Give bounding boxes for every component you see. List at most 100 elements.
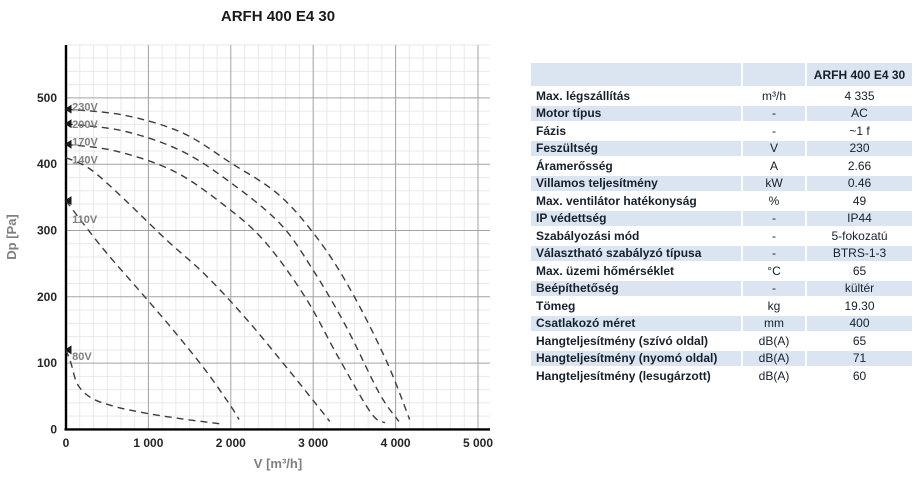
curve-start-marker-110V [64,196,72,206]
spec-row: Hangteljesítmény (szívó oldal) dB(A) 65 [529,331,914,351]
spec-value: 65 [805,331,914,351]
spec-label: Beépíthetőség [529,278,743,298]
spec-row: Fázis - ~1 f [529,121,914,141]
spec-label: Fázis [529,121,743,141]
spec-label: Szabályozási mód [529,226,743,246]
spec-row: IP védettség - IP44 [529,208,914,228]
grid [66,44,490,430]
spec-unit: A [741,156,807,176]
spec-unit: °C [741,261,807,281]
y-axis-title: Dp [Pa] [4,214,19,260]
curve-label-140V: 140V [72,155,98,167]
spec-label: Villamos teljesítmény [529,173,743,193]
curve-label-230V: 230V [72,102,98,114]
spec-row: Villamos teljesítmény kW 0.46 [529,173,914,193]
spec-unit: dB(A) [741,348,807,368]
spec-row: Motor típus - AC [529,103,914,123]
curve-start-marker-230V [64,104,72,114]
spec-label: Hangteljesítmény (nyomó oldal) [529,348,743,368]
spec-label: Választható szabályzó típusa [529,243,743,263]
curve-200V [65,123,400,422]
spec-label: Max. ventilátor hatékonyság [529,191,743,211]
spec-value: 19.30 [805,296,914,316]
spec-value: 65 [805,261,914,281]
curve-start-marker-170V [64,139,72,149]
y-tick-label: 200 [37,290,57,304]
y-tick-label: 0 [50,422,57,436]
spec-unit: V [741,138,807,158]
y-tick-label: 300 [37,224,57,238]
spec-unit: % [741,191,807,211]
axes [64,45,490,431]
spec-label: Max. üzemi hőmérséklet [529,261,743,281]
spec-value: 230 [805,138,914,158]
fan-performance-chart: 0 100 200 300 400 500 0 1 000 2 000 3 000 4 000 5 0… [4,8,493,471]
spec-value: kültér [805,278,914,298]
spec-value: BTRS-1-3 [805,243,914,263]
spec-row: Max. légszállítás m³/h 4 335 [529,86,914,106]
spec-value: ~1 f [805,121,914,141]
y-tick-label: 500 [37,91,57,105]
spec-value: 0.46 [805,173,914,193]
spec-row: Hangteljesítmény (nyomó oldal) dB(A) 71 [529,348,914,368]
spec-unit: - [741,208,807,228]
curve-start-marker-200V [64,119,72,129]
x-tick-label: 2 000 [216,436,246,450]
x-tick-label: 0 [63,436,70,450]
spec-value: 60 [805,366,914,386]
spec-label: Hangteljesítmény (szívó oldal) [529,331,743,351]
spec-unit: m³/h [741,86,807,106]
spec-value: 4 335 [805,86,914,106]
spec-unit: - [741,278,807,298]
spec-label: Áramerősség [529,156,743,176]
spec-unit: - [741,121,807,141]
spec-row: Beépíthetőség - kültér [529,278,914,298]
spec-label: Hangteljesítmény (lesugárzott) [529,366,743,386]
spec-label: Feszültség [529,138,743,158]
spec-row: Választható szabályzó típusa - BTRS-1-3 [529,243,914,263]
curve-start-marker-80V [64,345,72,355]
spec-label: Max. légszállítás [529,86,743,106]
curve-140V [65,156,331,422]
y-tick-label: 100 [37,356,57,370]
spec-row: Feszültség V 230 [529,138,914,158]
curve-label-110V: 110V [72,214,98,226]
chart-title: ARFH 400 E4 30 [221,8,335,25]
spec-unit: mm [741,313,807,333]
curve-label-80V: 80V [72,351,92,363]
x-axis-title: V [m³/h] [254,456,302,471]
tick-labels: 0 100 200 300 400 500 0 1 000 2 000 3 000 4 000 5 0… [37,91,493,450]
curve-230V [65,108,411,420]
spec-value: 71 [805,348,914,368]
curve-label-170V: 170V [72,137,98,149]
spec-header-label-cell [529,61,743,88]
curve-110V [65,200,240,420]
spec-unit: - [741,103,807,123]
spec-header-product-name: ARFH 400 E4 30 [805,61,914,88]
curve-label-200V: 200V [72,119,98,131]
spec-value: IP44 [805,208,914,228]
spec-label: Motor típus [529,103,743,123]
y-tick-label: 400 [37,157,57,171]
spec-label: Tömeg [529,296,743,316]
spec-row: Max. ventilátor hatékonyság% 49 [529,191,914,211]
spec-value: 400 [805,313,914,333]
x-tick-label: 1 000 [133,436,163,450]
spec-table: ARFH 400 E4 30 Max. légszállítás m³/h 4 33… [529,61,914,386]
spec-value: 49 [805,191,914,211]
spec-value: 5-fokozatú [805,226,914,246]
spec-unit: dB(A) [741,366,807,386]
spec-unit: - [741,243,807,263]
x-tick-label: 3 000 [298,436,328,450]
curve-170V [65,143,386,424]
spec-value: 2.66 [805,156,914,176]
spec-row: Áramerősség A 2.66 [529,156,914,176]
spec-row: Hangteljesítmény (lesugárzott) dB(A) 60 [529,366,914,386]
spec-row: Max. üzemi hőmérséklet °C 65 [529,261,914,281]
spec-row: Csatlakozó méret mm 400 [529,313,914,333]
spec-unit: - [741,226,807,246]
voltage-curves: 230V 200V 170V 140V 110V 80V [64,102,411,425]
spec-header-unit-cell [741,61,807,88]
spec-unit: kW [741,173,807,193]
